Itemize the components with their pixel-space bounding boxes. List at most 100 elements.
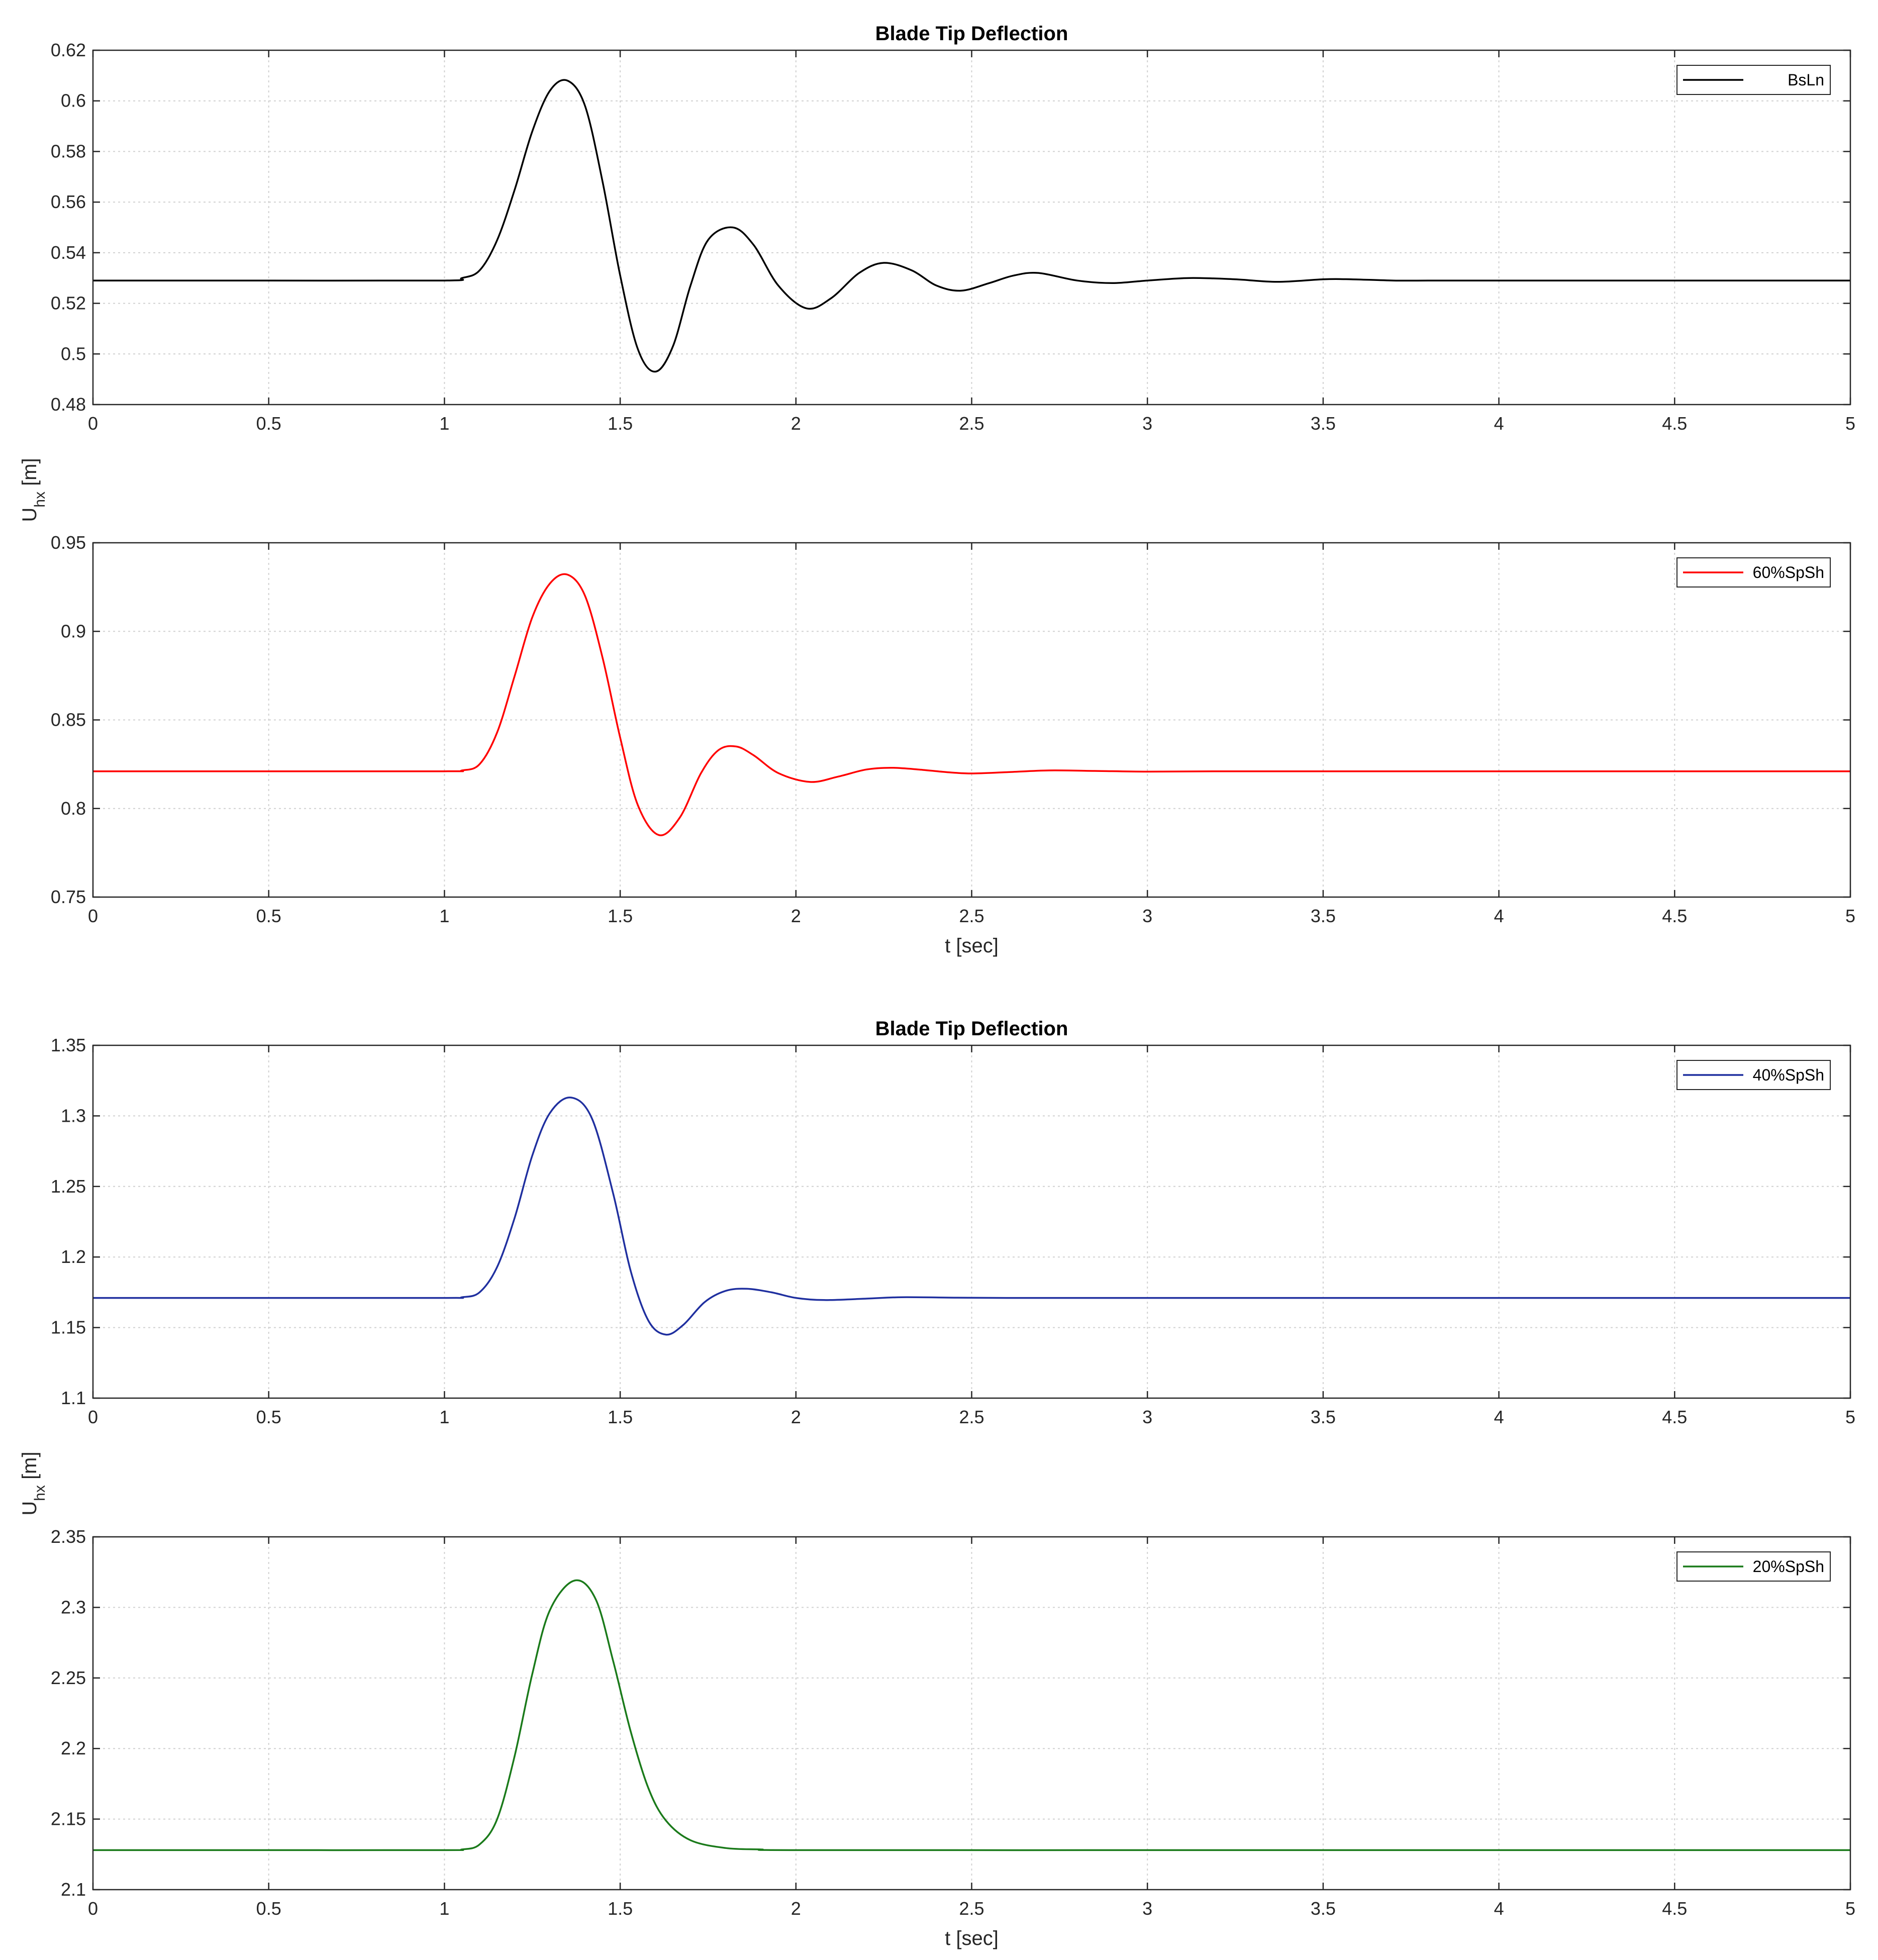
y-tick-label: 0.6	[61, 90, 86, 111]
x-tick-label: 2	[791, 1407, 801, 1427]
x-tick-label: 1	[439, 906, 449, 926]
charts-layer: 0 0.5 1 1.5 2 2.5 3 3.5 4 4.5 50.480.50.520.540.56…	[51, 23, 1855, 1949]
y-tick-label: 0.5	[61, 343, 86, 364]
x-tick-label: 4	[1494, 906, 1504, 926]
y-tick-label: 0.62	[51, 40, 86, 60]
y-tick-label: 0.48	[51, 394, 86, 415]
legend: BsLn	[1676, 65, 1831, 95]
x-tick-label: 0.5	[256, 413, 281, 434]
ylabel-upper-sub: hx	[32, 492, 48, 508]
x-tick-label: 1.5	[608, 1407, 633, 1427]
x-axis-label: t [sec]	[945, 1927, 999, 1949]
y-tick-label: 1.35	[51, 1035, 86, 1055]
x-tick-label: 1.5	[608, 413, 633, 434]
x-tick-label: 4.5	[1662, 1898, 1687, 1919]
legend: 60%SpSh	[1676, 557, 1831, 587]
x-tick-label: 0.5	[256, 1898, 281, 1919]
chart-panel-4: 0 0.5 1 1.5 2 2.5 3 3.5 4 4.5 5 2.1 2.15 2.2 2.25 2.3 2.…	[51, 1526, 1855, 1949]
x-tick-label: 3	[1142, 1898, 1152, 1919]
series-line-40spsh	[92, 1097, 1850, 1336]
y-tick-label: 1.1	[61, 1388, 86, 1408]
x-axis-label: t [sec]	[945, 935, 999, 957]
y-tick-label: 0.95	[51, 532, 86, 553]
axes-frame	[92, 49, 1851, 406]
series-line-60spsh	[93, 573, 1850, 836]
x-tick-label: 0	[88, 1407, 98, 1427]
chart-panel-2: 0 0.5 1 1.5 2 2.5 3 3.5 4 4.5 5 0.75 0.8 0.85 0.9 0.95 6…	[51, 532, 1855, 957]
x-tick-label: 1.5	[608, 1898, 633, 1919]
y-tick-label: 2.35	[51, 1526, 86, 1547]
x-tick-label: 5	[1845, 1407, 1855, 1427]
legend-label: BsLn	[1788, 71, 1824, 89]
x-tick-label: 4.5	[1662, 906, 1687, 926]
axes-frame	[92, 1536, 1851, 1891]
x-tick-label: 0.5	[256, 906, 281, 926]
y-tick-label: 0.54	[51, 242, 86, 263]
x-tick-label: 2	[791, 413, 801, 434]
x-tick-label: 5	[1845, 906, 1855, 926]
ylabel-lower-main: U	[19, 1501, 41, 1516]
y-tick-label: 2.15	[51, 1809, 86, 1829]
y-tick-label: 1.3	[61, 1105, 86, 1126]
y-tick-label: 2.3	[61, 1597, 86, 1617]
x-tick-label: 1	[439, 1898, 449, 1919]
ylabel-upper-unit: [m]	[19, 458, 41, 492]
x-tick-label: 1.5	[608, 906, 633, 926]
x-tick-label: 1	[439, 1407, 449, 1427]
x-tick-label: 5	[1845, 413, 1855, 434]
legend: 40%SpSh	[1676, 1060, 1831, 1090]
x-tick-label: 2.5	[959, 1898, 984, 1919]
x-tick-label: 4	[1494, 1898, 1504, 1919]
x-tick-label: 2.5	[959, 906, 984, 926]
legend-label: 20%SpSh	[1753, 1557, 1824, 1576]
axes-frame	[92, 542, 1851, 898]
y-tick-label: 2.25	[51, 1668, 86, 1688]
x-tick-label: 0	[88, 906, 98, 926]
y-tick-label: 0.8	[61, 798, 86, 819]
chart-title: Blade Tip Deflection	[875, 1018, 1068, 1040]
legend-label: 60%SpSh	[1753, 563, 1824, 581]
x-tick-label: 4.5	[1662, 413, 1687, 434]
axes-frame	[92, 1044, 1851, 1399]
y-tick-label: 0.9	[61, 621, 86, 641]
y-tick-label: 2.2	[61, 1738, 86, 1758]
ylabel-upper-pair: Uhx [m]	[19, 458, 48, 522]
x-tick-label: 3.5	[1311, 1898, 1336, 1919]
y-tick-label: 1.25	[51, 1176, 86, 1197]
series-line-20spsh	[92, 1579, 1850, 1851]
x-tick-label: 2.5	[959, 1407, 984, 1427]
x-tick-label: 0.5	[256, 1407, 281, 1427]
y-tick-label: 1.15	[51, 1317, 86, 1338]
chart-title: Blade Tip Deflection	[875, 23, 1068, 45]
y-tick-label: 0.75	[51, 887, 86, 907]
x-tick-label: 2.5	[959, 413, 984, 434]
series-line-bsln	[93, 79, 1850, 373]
ylabel-lower-sub: hx	[32, 1485, 48, 1501]
y-tick-label: 0.56	[51, 191, 86, 212]
x-tick-label: 3	[1142, 1407, 1152, 1427]
ylabel-lower-pair: Uhx [m]	[19, 1451, 48, 1515]
legend-box	[1676, 1551, 1831, 1582]
ylabel-upper-main: U	[19, 508, 41, 522]
y-tick-label: 0.85	[51, 710, 86, 730]
x-tick-label: 5	[1845, 1898, 1855, 1919]
chart-panel-1: 0 0.5 1 1.5 2 2.5 3 3.5 4 4.5 5 0.48 0.5 0.52 0.54 0.56…	[51, 23, 1855, 434]
legend: 20%SpSh	[1676, 1551, 1831, 1582]
x-tick-label: 2	[791, 906, 801, 926]
y-tick-label: 0.52	[51, 293, 86, 314]
y-tick-label: 1.2	[61, 1246, 86, 1267]
x-tick-label: 0	[88, 1898, 98, 1919]
ylabel-lower-unit: [m]	[19, 1451, 41, 1485]
x-tick-label: 3	[1142, 906, 1152, 926]
x-tick-label: 0	[88, 413, 98, 434]
y-tick-label: 0.58	[51, 141, 86, 161]
x-tick-label: 3.5	[1311, 413, 1336, 434]
x-tick-label: 3.5	[1311, 1407, 1336, 1427]
x-tick-label: 1	[439, 413, 449, 434]
chart-panel-3: 0 0.5 1 1.5 2 2.5 3 3.5 4 4.5 5 1.1 1.15 1.2 1.25 1.3 1.…	[51, 1018, 1855, 1427]
x-tick-label: 4	[1494, 413, 1504, 434]
legend-label: 40%SpSh	[1753, 1066, 1824, 1084]
x-tick-label: 2	[791, 1898, 801, 1919]
x-tick-label: 4	[1494, 1407, 1504, 1427]
